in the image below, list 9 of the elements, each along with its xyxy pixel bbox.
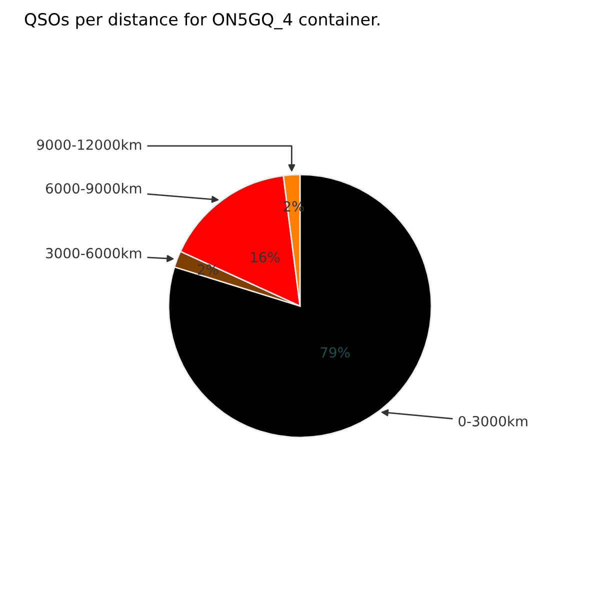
slice-label: 3000-6000km xyxy=(46,248,142,258)
data-label: 16% xyxy=(251,252,280,262)
pie-slice xyxy=(168,174,432,438)
slice-label: 0-3000km xyxy=(458,416,528,426)
data-label: 79% xyxy=(320,347,350,358)
data-label: 2% xyxy=(198,264,218,275)
slice-label: 6000-9000km xyxy=(46,182,142,194)
slice-label: 9000-12000km xyxy=(37,139,142,150)
chart-title: QSOs per distance for ON5GQ_4 container. xyxy=(24,12,380,30)
